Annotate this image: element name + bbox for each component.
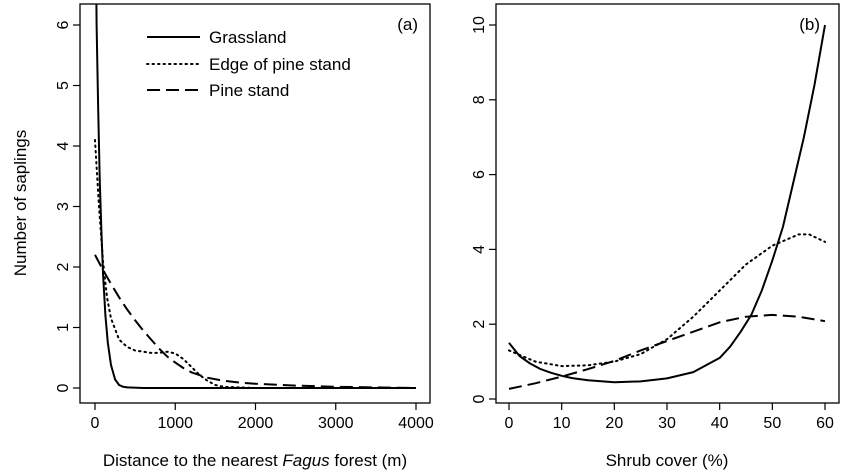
series-line-edge-of-pine-stand [508,233,826,368]
x-tick-label: 20 [605,415,623,432]
panel-b: 0 10 20 30 40 50 60 0 2 4 6 8 10 [471,3,840,432]
x-axis-label-a-suffix: forest (m) [330,451,407,470]
y-tick-label: 4 [55,141,72,150]
y-tick-label: 2 [55,262,72,271]
x-axis-label-a-prefix: Distance to the nearest [103,451,283,470]
x-axis-label-a-italic: Fagus [282,451,330,470]
legend-label-edge-of-pine-stand: Edge of pine stand [209,55,351,74]
series-line-grassland [95,4,416,389]
panel-a: 0 1000 2000 3000 4000 0 1 2 3 4 5 6 [55,3,434,432]
y-tick-label: 6 [55,20,72,29]
x-tick-label: 30 [658,415,676,432]
y-tick-label: 0 [55,383,72,392]
series-line-pine-stand [508,313,826,390]
y-tick-label: 5 [55,81,72,90]
panel-a-label: (a) [397,15,418,34]
x-tick-label: 10 [553,415,571,432]
panel-b-label: (b) [799,15,820,34]
y-tick-label: 3 [55,202,72,211]
x-tick-label: 50 [763,415,781,432]
y-tick-label: 8 [471,95,488,104]
series-line-grassland [508,24,826,384]
legend-label-grassland: Grassland [209,28,286,47]
x-tick-label: 1000 [157,415,193,432]
x-tick-label: 60 [816,415,834,432]
y-axis-label: Number of saplings [11,130,30,276]
y-tick-label: 10 [471,16,488,34]
x-tick-label: 0 [505,415,514,432]
series-line-pine-stand [94,254,417,389]
x-tick-label: 40 [711,415,729,432]
y-tick-label: 6 [471,170,488,179]
y-tick-label: 0 [471,394,488,403]
x-tick-label: 0 [91,415,100,432]
y-tick-label: 4 [471,245,488,254]
series-line-edge-of-pine-stand [94,139,417,389]
legend: Grassland Edge of pine stand Pine stand [146,28,351,100]
x-tick-label: 3000 [318,415,354,432]
x-axis-label-b: Shrub cover (%) [606,451,729,470]
x-tick-label: 4000 [398,415,434,432]
y-tick-label: 1 [55,323,72,332]
x-tick-label: 2000 [238,415,274,432]
legend-label-pine-stand: Pine stand [209,81,289,100]
x-axis-label-a: Distance to the nearest Fagus forest (m) [103,451,407,470]
y-tick-label: 2 [471,320,488,329]
